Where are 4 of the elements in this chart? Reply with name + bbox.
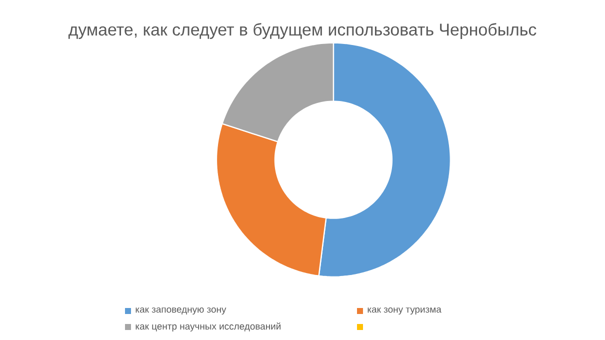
legend-label: как зону туризма [368, 307, 442, 315]
legend-label: как заповедную зону [136, 307, 226, 315]
legend-label: как центр научных исследований [136, 322, 280, 332]
chart-title: думаете, как следует в будущем использовать Чернобыльс [68, 23, 536, 39]
